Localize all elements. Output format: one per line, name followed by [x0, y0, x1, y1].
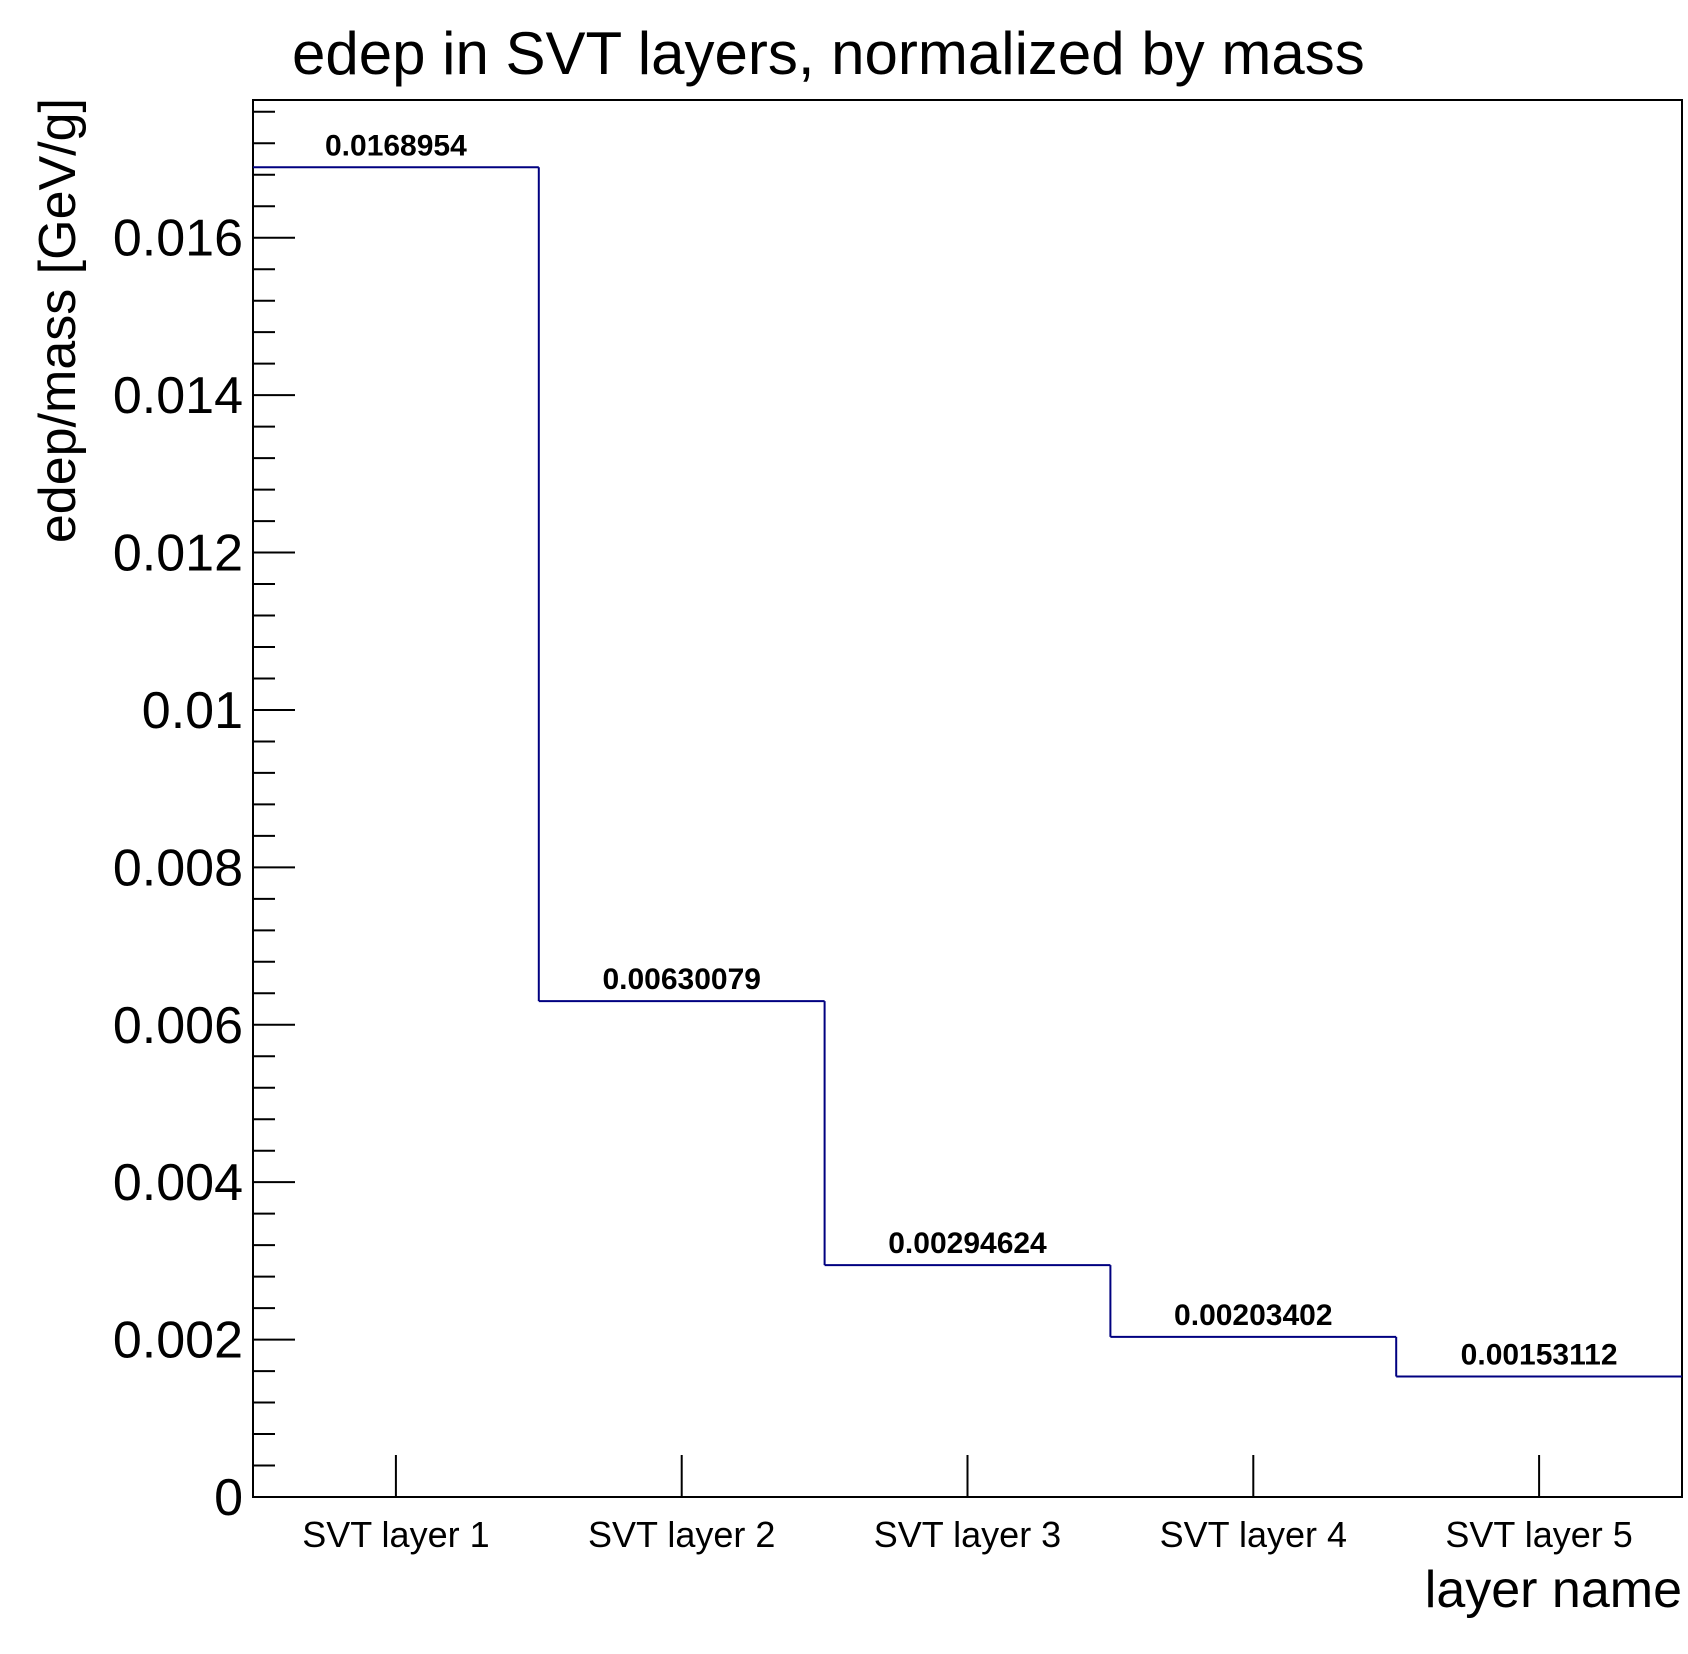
y-tick-label: 0.006	[113, 997, 243, 1055]
x-tick-label: SVT layer 5	[1445, 1514, 1632, 1555]
x-tick-label: SVT layer 2	[588, 1514, 775, 1555]
y-axis-label: edep/mass [GeV/g]	[29, 98, 87, 543]
data-label: 0.00630079	[602, 963, 761, 996]
axes: 00.0020.0040.0060.0080.010.0120.0140.016…	[113, 99, 1683, 1555]
plot-frame	[252, 99, 1683, 1498]
y-tick-label: 0	[214, 1469, 243, 1527]
data-series: 0.0168954 0.00630079 0.00294624 0.00203402 0…	[253, 129, 1682, 1378]
x-tick-label: SVT layer 3	[874, 1514, 1061, 1555]
y-tick-label: 0.002	[113, 1312, 243, 1370]
data-label: 0.00153112	[1461, 1338, 1618, 1371]
data-label: 0.0168954	[325, 129, 467, 162]
x-axis-label: layer name	[1425, 1561, 1682, 1619]
y-tick-label: 0.004	[113, 1154, 243, 1212]
data-label: 0.00294624	[888, 1227, 1047, 1260]
y-tick-label: 0.014	[113, 367, 243, 425]
y-tick-label: 0.012	[113, 525, 243, 583]
x-tick-label: SVT layer 4	[1160, 1514, 1347, 1555]
data-label: 0.00203402	[1174, 1299, 1333, 1332]
chart-title: edep in SVT layers, normalized by mass	[292, 20, 1365, 87]
y-tick-label: 0.008	[113, 839, 243, 897]
x-tick-label: SVT layer 1	[302, 1514, 489, 1555]
y-tick-label: 0.016	[113, 210, 243, 268]
y-tick-label: 0.01	[142, 682, 243, 740]
